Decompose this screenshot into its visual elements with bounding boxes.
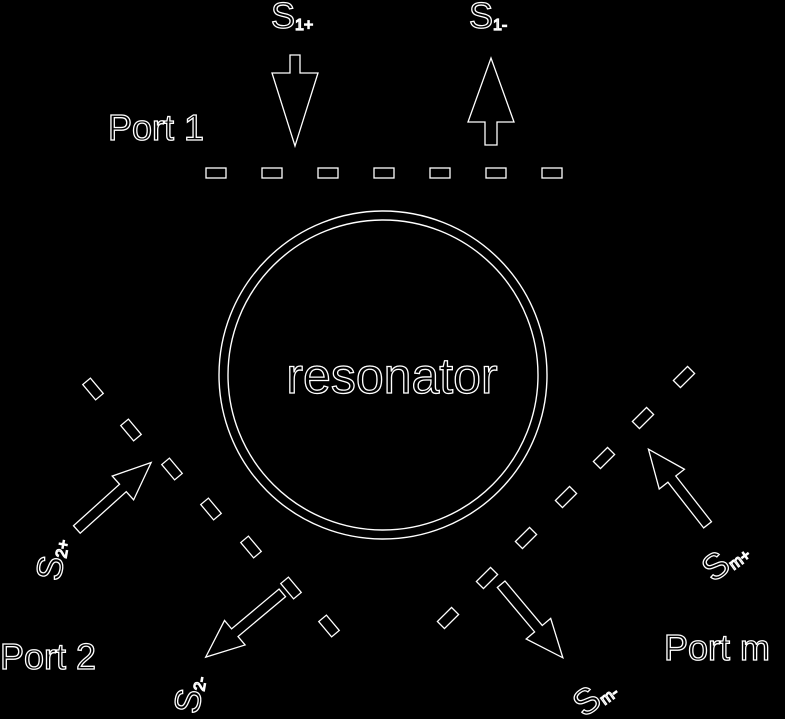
arrow-up-left-icon — [647, 447, 713, 529]
port-1: Port 1 S1+ S1- — [107, 0, 563, 179]
port-2-outgoing-symbol: S2- — [166, 672, 213, 717]
arrow-up-icon — [467, 56, 515, 146]
waveguide-segment — [81, 377, 105, 401]
waveguide-segment — [514, 526, 538, 550]
waveguide-segment — [541, 167, 563, 179]
waveguide-segment — [436, 606, 460, 630]
waveguide-segment — [592, 446, 616, 470]
port-2-waveguide — [81, 377, 341, 638]
resonator-outer-ring — [218, 210, 548, 540]
port-1-outgoing-symbol: S1- — [469, 0, 507, 36]
waveguide-segment — [261, 167, 283, 179]
waveguide-segment — [279, 576, 303, 600]
waveguide-segment — [119, 418, 143, 442]
arrow-down-icon — [271, 54, 319, 149]
waveguide-segment — [373, 167, 395, 179]
waveguide-segment — [199, 497, 223, 521]
port-m-label: Port m — [664, 627, 770, 668]
port-1-label: Port 1 — [108, 107, 204, 148]
resonator: resonator — [218, 210, 548, 540]
arrow-down-left-icon — [204, 588, 287, 659]
waveguide-segment — [205, 167, 227, 179]
arrow-down-right-icon — [496, 580, 564, 660]
waveguide-segment — [631, 406, 655, 430]
port-1-incoming-symbol: S1+ — [271, 0, 313, 36]
port-m-waveguide — [436, 365, 696, 630]
port-2: Port 2 S2+ S2- — [0, 377, 341, 717]
waveguide-segment — [475, 566, 499, 590]
waveguide-segment — [317, 614, 341, 638]
waveguide-segment — [239, 535, 263, 559]
waveguide-segment — [672, 365, 696, 389]
port-m-incoming-symbol: Sm+ — [694, 529, 756, 590]
port-2-incoming-symbol: S2+ — [28, 535, 76, 584]
arrow-up-right-icon — [72, 461, 153, 535]
resonator-inner-ring — [227, 219, 539, 531]
waveguide-segment — [429, 167, 451, 179]
waveguide-segment — [160, 457, 184, 481]
waveguide-segment — [554, 485, 578, 509]
port-1-waveguide — [205, 167, 563, 179]
port-2-label: Port 2 — [0, 636, 96, 677]
port-m: Port m Sm+ Sm- — [436, 365, 771, 719]
resonator-label: resonator — [286, 348, 497, 404]
waveguide-segment — [485, 167, 507, 179]
waveguide-segment — [317, 167, 339, 179]
port-m-outgoing-symbol: Sm- — [565, 666, 624, 719]
